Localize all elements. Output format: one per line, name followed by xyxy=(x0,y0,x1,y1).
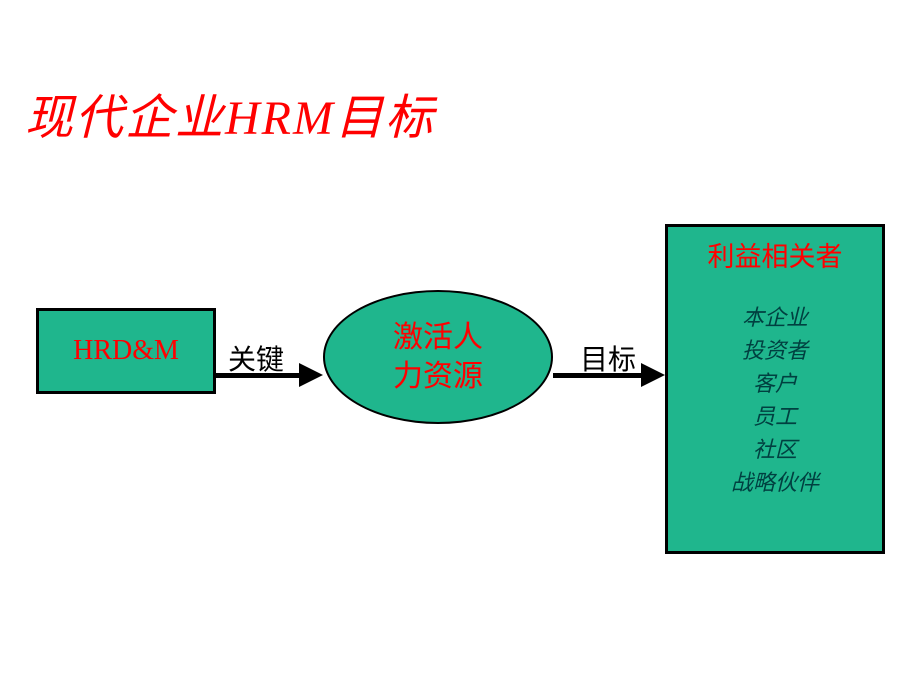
stakeholder-item: 社区 xyxy=(731,433,819,466)
stakeholder-item: 客户 xyxy=(731,367,819,400)
node-stakeholders-box: 利益相关者 本企业投资者客户员工社区战略伙伴 xyxy=(665,224,885,554)
arrow-key-label: 关键 xyxy=(228,338,284,378)
node-hrdm-box: HRD&M xyxy=(36,308,216,394)
stakeholder-item: 战略伙伴 xyxy=(731,466,819,499)
stakeholder-item: 本企业 xyxy=(731,301,819,334)
ellipse-line2: 力资源 xyxy=(393,357,483,396)
node-hrdm-label: HRD&M xyxy=(73,335,179,367)
arrow-key-head xyxy=(299,363,323,387)
stakeholder-item: 投资者 xyxy=(731,334,819,367)
stakeholders-header: 利益相关者 xyxy=(668,227,882,287)
ellipse-line1: 激活人 xyxy=(393,318,483,357)
stakeholder-item: 员工 xyxy=(731,400,819,433)
arrow-goal-label: 目标 xyxy=(580,338,636,378)
arrow-goal-head xyxy=(641,363,665,387)
node-activate-ellipse: 激活人 力资源 xyxy=(323,290,553,424)
stakeholders-list: 本企业投资者客户员工社区战略伙伴 xyxy=(731,301,819,499)
diagram-title: 现代企业HRM目标 xyxy=(25,78,435,148)
